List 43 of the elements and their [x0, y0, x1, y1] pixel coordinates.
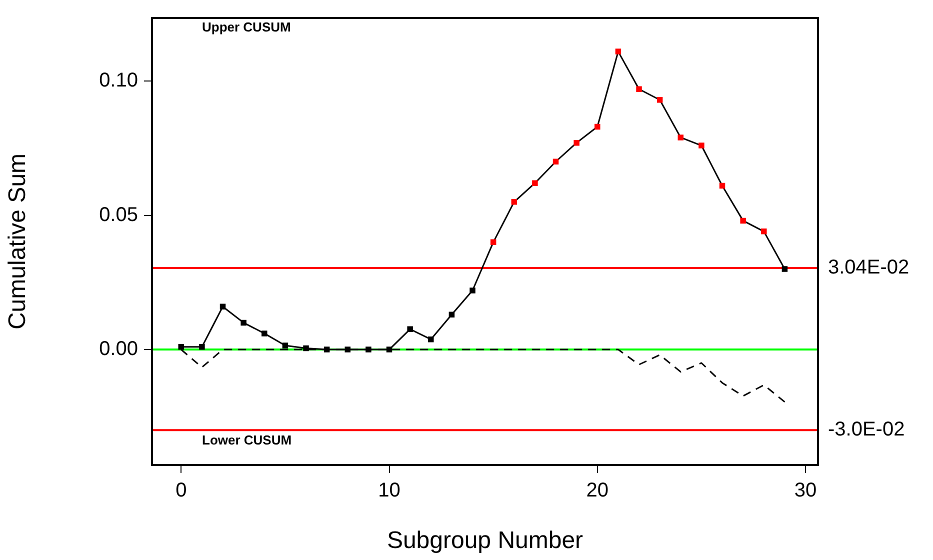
point — [366, 346, 372, 352]
x-tick-label: 10 — [378, 480, 400, 502]
point — [656, 97, 663, 103]
point — [594, 124, 600, 130]
point — [574, 140, 580, 146]
point — [282, 342, 288, 348]
point — [698, 142, 704, 148]
y-tick-label: 0.00 — [99, 338, 138, 360]
point — [303, 345, 309, 352]
ref-line-label: 3.04E-02 — [828, 256, 910, 278]
point — [407, 326, 413, 332]
annotation: Lower CUSUM — [202, 432, 292, 448]
point — [761, 228, 767, 234]
point — [448, 312, 455, 318]
point — [470, 288, 476, 294]
point — [199, 344, 205, 350]
point — [262, 330, 268, 336]
point — [178, 344, 184, 350]
y-tick-label: 0.10 — [99, 70, 138, 92]
annotation: Upper CUSUM — [202, 20, 291, 35]
point — [678, 134, 684, 140]
y-tick-label: 0.05 — [99, 204, 138, 226]
ref-line-label: -3.0E-02 — [828, 418, 905, 441]
point — [532, 180, 538, 186]
y-axis-title: Cumulative Sum — [4, 153, 32, 330]
point — [719, 182, 726, 189]
point — [240, 320, 246, 326]
x-tick-label: 0 — [176, 480, 187, 502]
point — [344, 346, 351, 352]
point — [428, 336, 434, 342]
x-tick-label: 30 — [794, 480, 817, 502]
point — [615, 48, 622, 54]
point — [324, 346, 330, 352]
point — [490, 239, 496, 246]
point — [782, 266, 788, 272]
point — [511, 199, 518, 205]
x-tick-label: 20 — [586, 480, 609, 502]
point — [740, 218, 746, 224]
point — [636, 86, 642, 92]
point — [220, 304, 226, 310]
x-axis-title: Subgroup Number — [386, 527, 584, 554]
point — [552, 158, 559, 164]
point — [386, 346, 392, 352]
